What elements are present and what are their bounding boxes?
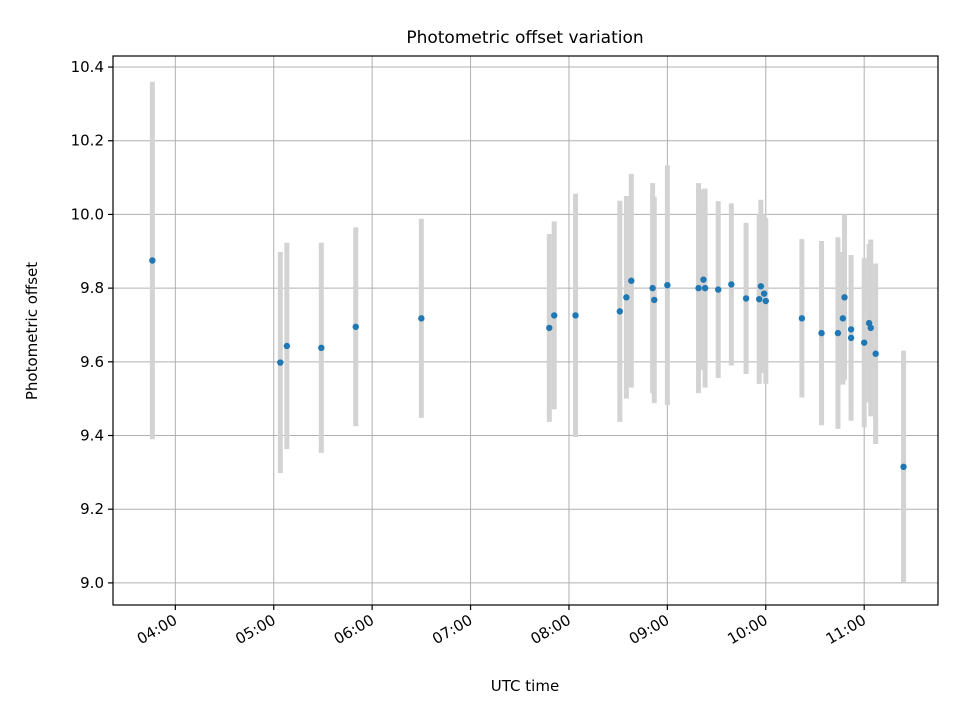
data-point (867, 324, 874, 332)
y-tick-label: 9.6 (80, 353, 104, 371)
data-point (818, 329, 825, 337)
grid (113, 56, 938, 605)
data-point (700, 276, 707, 283)
data-point (649, 284, 656, 292)
data-point (283, 342, 291, 350)
data-point (318, 344, 325, 352)
data-point (651, 296, 658, 304)
x-tick-label: 04:00 (134, 611, 180, 648)
data-point (762, 297, 769, 305)
data-point (277, 359, 284, 366)
x-tick-label: 07:00 (429, 611, 475, 648)
data-point (352, 323, 359, 331)
data-point (623, 294, 630, 301)
data-point (695, 284, 702, 292)
y-axis-ticks: 9.0 9.2 9.4 9.6 9.8 10.0 10.2 10.4 (71, 58, 113, 592)
data-point (860, 339, 868, 346)
x-tick-label: 11:00 (823, 611, 869, 648)
x-tick-label: 09:00 (626, 611, 672, 648)
x-tick-label: 08:00 (528, 611, 574, 648)
data-points (149, 257, 907, 471)
data-point (742, 295, 750, 302)
data-point (551, 312, 558, 319)
data-point (839, 315, 847, 322)
y-tick-label: 9.2 (80, 500, 104, 518)
data-point (847, 326, 855, 333)
x-axis-ticks: 04:00 05:00 06:00 07:00 08:00 09:00 10:00 11:00 (134, 605, 869, 648)
y-tick-label: 9.8 (80, 279, 104, 297)
y-tick-label: 10.4 (71, 58, 104, 76)
data-point (798, 315, 806, 322)
y-tick-label: 9.4 (80, 427, 104, 445)
x-axis-label: UTC time (491, 677, 559, 695)
data-point (900, 463, 907, 471)
data-point (757, 283, 765, 290)
data-point (546, 324, 553, 332)
data-point (756, 295, 763, 303)
data-point (834, 329, 842, 337)
data-point (149, 257, 156, 264)
data-point (841, 294, 848, 301)
data-point (715, 286, 722, 293)
data-point (760, 290, 768, 297)
x-tick-label: 10:00 (724, 611, 770, 648)
data-point (872, 350, 879, 357)
plot-frame (112, 55, 939, 606)
data-point (847, 334, 855, 342)
x-tick-label: 05:00 (232, 611, 278, 648)
y-tick-label: 10.2 (71, 132, 104, 150)
data-point (628, 277, 635, 284)
y-tick-label: 9.0 (80, 574, 104, 592)
data-point (616, 308, 624, 315)
y-tick-label: 10.0 (71, 205, 104, 223)
data-point (418, 315, 425, 322)
error-bars (149, 81, 907, 583)
data-point (664, 281, 671, 289)
data-point (701, 284, 709, 292)
data-point (572, 312, 579, 319)
data-point (728, 281, 735, 288)
chart-title: Photometric offset variation (406, 28, 643, 48)
y-axis-label: Photometric offset (23, 262, 41, 400)
x-tick-label: 06:00 (331, 611, 377, 648)
